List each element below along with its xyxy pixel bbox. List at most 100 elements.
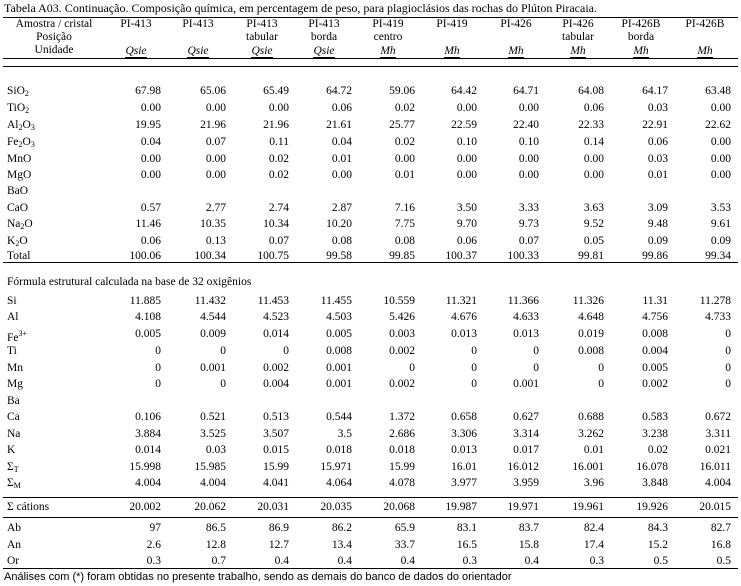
formula-ca-value: 0.658 (451, 411, 477, 423)
endmember-an-value: 12.8 (205, 539, 226, 551)
formula-si-value: 11.31 (642, 295, 668, 307)
column-unit-header: Mh (547, 45, 609, 58)
formula-fe-value: 0.009 (200, 328, 226, 340)
formula-ca-value: 0.688 (578, 411, 604, 423)
cations-value: 20.068 (383, 501, 415, 513)
formula-ca-value: 0.544 (326, 411, 352, 423)
formula-mn-value: 0.001 (200, 362, 226, 374)
formula-fe-value: 0.013 (451, 328, 477, 340)
formula-σ-value: 4.004 (705, 477, 731, 489)
oxide-na-value: 9.48 (647, 218, 668, 230)
formula-al-value: 4.648 (578, 311, 604, 323)
formula-ca-value: 0.521 (200, 411, 226, 423)
formula-label: Na (7, 428, 21, 440)
oxide-al-value: 22.59 (451, 119, 477, 131)
formula-si-value: 11.278 (699, 295, 731, 307)
oxide-cao-value: 2.77 (205, 202, 226, 214)
column-position-header: centro (373, 31, 403, 43)
formula-label: Si (7, 295, 17, 307)
formula-ti-value: 0.008 (578, 345, 604, 357)
formula-k-value: 0.021 (705, 444, 731, 456)
oxide-cao-value: 2.87 (331, 202, 352, 214)
formula-k-value: 0.015 (263, 444, 289, 456)
formula-σ-value: 3.848 (642, 477, 668, 489)
oxide-al-value: 22.91 (642, 119, 668, 131)
column-sample-header: PI-413 (120, 18, 152, 30)
oxide-k-value: 0.05 (583, 235, 604, 247)
formula-label: Ti (7, 345, 17, 357)
formula-k-value: 0.018 (326, 444, 352, 456)
formula-fe-value: 0.013 (513, 328, 539, 340)
formula-k-value: 0.017 (513, 444, 539, 456)
formula-mg-value: 0.004 (263, 378, 289, 390)
unit-label: Mh (444, 45, 460, 58)
oxide-fe-value: 0.07 (205, 136, 226, 148)
oxide-cao-value: 7.16 (394, 202, 415, 214)
oxide-tio-value: 0.00 (456, 102, 477, 114)
endmember-an-value: 12.7 (268, 539, 289, 551)
formula-mn-value: 0.001 (326, 362, 352, 374)
formula-mn-value: 0.002 (263, 362, 289, 374)
column-unit-header: Qsie (293, 45, 355, 58)
oxide-fe-value: 0.14 (583, 136, 604, 148)
oxide-al-value: 21.96 (263, 119, 289, 131)
total-value: 99.85 (389, 250, 415, 262)
formula-na-value: 3.5 (337, 428, 352, 440)
formula-al-value: 4.108 (135, 311, 161, 323)
header-rule (3, 66, 738, 67)
oxide-label: Al2O3 (7, 119, 35, 132)
formula-σ-value: 3.959 (513, 477, 539, 489)
unit-label: Mh (697, 45, 713, 58)
cations-rule (3, 517, 738, 518)
oxide-cao-value: 0.57 (140, 202, 161, 214)
oxide-mgo-value: 0.00 (205, 169, 226, 181)
oxide-k-value: 0.07 (268, 235, 289, 247)
formula-fe-value: 0.003 (389, 328, 415, 340)
formula-ti-value: 0 (471, 345, 477, 357)
oxide-fe-value: 0.10 (518, 136, 539, 148)
oxide-al-value: 22.40 (513, 119, 539, 131)
oxide-sio-value: 65.49 (263, 85, 289, 97)
oxide-na-value: 10.34 (263, 218, 289, 230)
formula-ca-value: 0.672 (705, 411, 731, 423)
column-sample-header: PI-426 (500, 18, 532, 30)
oxide-tio-value: 0.00 (140, 102, 161, 114)
formula-label: Mg (7, 378, 23, 390)
total-value: 99.58 (326, 250, 352, 262)
total-rule (3, 262, 738, 263)
formula-mn-value: 0 (155, 362, 161, 374)
formula-fe-value: 0.014 (263, 328, 289, 340)
formula-ti-value: 0 (155, 345, 161, 357)
endmember-ab-value: 97 (149, 522, 162, 534)
table-caption: Tabela A03. Continuação. Composição quím… (4, 1, 597, 15)
total-label: Total (7, 250, 31, 262)
oxide-label: SiO2 (7, 85, 29, 98)
formula-ca-value: 0.627 (513, 411, 539, 423)
column-sample-header: PI-413 (182, 18, 214, 30)
oxide-k-value: 0.13 (205, 235, 226, 247)
formula-mn-value: 0 (533, 362, 539, 374)
formula-mn-value: 0 (471, 362, 477, 374)
formula-σ-value: 3.96 (583, 477, 604, 489)
oxide-k-value: 0.08 (331, 235, 352, 247)
formula-mn-value: 0.005 (642, 362, 668, 374)
column-unit-header: Mh (674, 45, 736, 58)
oxide-mno-value: 0.00 (205, 153, 226, 165)
formula-mg-value: 0 (725, 378, 731, 390)
column-unit-header: Qsie (231, 45, 293, 58)
formula-mg-value: 0 (220, 378, 226, 390)
total-value: 100.75 (257, 250, 289, 262)
formula-si-value: 11.366 (507, 295, 539, 307)
header-row-label: Unidade (34, 44, 74, 56)
column-unit-header: Mh (357, 45, 419, 58)
formula-label: Fe3+ (7, 329, 28, 344)
formula-si-value: 11.321 (445, 295, 477, 307)
cations-label: Σ cátions (7, 501, 50, 513)
endmember-or-value: 0.7 (211, 555, 226, 567)
column-sample-header: PI-413 (246, 18, 278, 30)
unit-label: Mh (570, 45, 586, 58)
formula-si-value: 10.559 (383, 295, 415, 307)
column-sample-header: PI-426 (562, 18, 594, 30)
endmember-an-value: 16.5 (456, 539, 477, 551)
formula-na-value: 2.686 (389, 428, 415, 440)
